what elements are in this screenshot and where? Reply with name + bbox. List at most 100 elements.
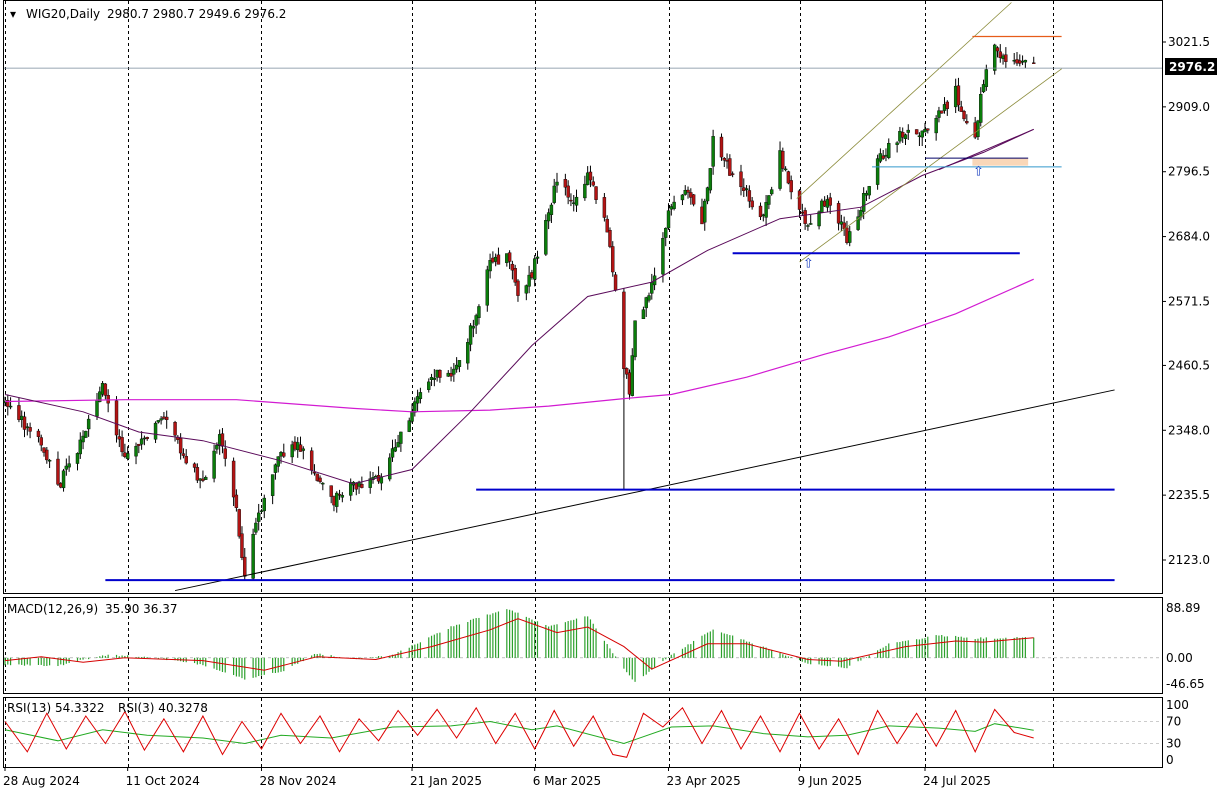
candle-body [153,422,158,440]
main-header-icon: ▾ [10,7,16,21]
candle-body [449,372,453,377]
main-panel-frame [3,0,1163,594]
macd-values: 35.90 36.37 [105,602,178,616]
candle-body [505,253,509,264]
candle-body [491,257,495,263]
candle-body [979,93,983,123]
candle-body [641,309,646,320]
candle-body [569,199,573,202]
main-y-tick-label: 2235.5 [1168,488,1210,502]
candle-body [739,171,743,188]
candle-body [953,85,958,108]
candle-body [781,150,785,169]
candle-body [435,369,439,378]
candle-body [719,136,724,158]
candle-body [864,193,869,196]
candle-body [237,509,241,537]
symbol-timeframe: WIG20,Daily [26,7,100,21]
candle-body [256,512,261,522]
candle-body [298,444,303,452]
candle-body [769,189,774,195]
candle-body [309,450,314,471]
macd-y-tick-label: -46.65 [1166,677,1205,691]
candle-body [666,210,671,229]
candle-body [159,418,163,421]
candle-body [100,383,105,395]
main-y-tick-label: 2123.0 [1168,553,1210,567]
macd-y-tick-label: 88.89 [1166,601,1200,615]
candle-body [627,372,632,395]
candle-body [942,104,947,111]
candle-body [778,150,782,189]
candle-body [962,111,966,120]
candle-body [875,158,880,185]
candle-body [173,422,177,436]
main-y-tick-label: 2460.5 [1168,358,1210,372]
candle-body [527,274,531,287]
candle-body [335,492,339,507]
candle-body [956,85,961,106]
candle-body [594,186,598,200]
candle-body [454,364,459,370]
candle-body [8,405,13,408]
x-tick-label: 28 Nov 2024 [259,774,336,788]
candle-body [234,494,239,508]
candle-body [535,256,540,259]
candle-body [934,118,938,134]
candle-body [572,202,576,204]
candle-body [25,426,30,428]
candle-body [744,188,749,191]
candle-body [783,168,788,171]
candle-body [920,130,924,138]
x-tick-label: 28 Aug 2024 [3,774,80,788]
candle-body [1001,55,1005,59]
main-y-tick-label: 3021.5 [1168,35,1210,49]
candle-body [477,306,481,318]
candle-body [471,326,476,329]
candle-body [457,360,462,367]
candle-body [348,482,353,496]
candle-body [220,433,225,447]
candle-body [201,478,205,481]
candle-body [251,533,255,579]
candle-body [630,355,634,396]
candle-body [81,435,85,443]
candle-body [321,482,325,485]
candle-body [611,246,615,273]
candle-body [583,183,587,199]
candle-body [59,483,63,488]
candle-body [290,444,294,458]
candle-body [806,225,810,227]
candle-body [900,131,905,138]
candle-body [803,210,807,224]
candle-body [764,202,768,218]
candle-body [78,439,82,455]
candle-body [301,448,306,451]
candle-body [976,120,980,138]
candle-body [67,463,71,468]
candle-body [98,391,102,402]
candle-body [262,497,266,512]
candle-body [940,110,944,114]
candle-body [360,484,364,488]
candle-body [120,437,124,453]
short-trend-line [938,128,1034,171]
candle-body [84,430,88,438]
candle-body [959,106,963,112]
candle-body [848,231,852,243]
candle-body [374,475,378,478]
candle-body [192,463,197,468]
candle-body [532,258,537,280]
candle-body [945,101,950,109]
candle-body [761,214,766,216]
x-tick-label: 21 Jan 2025 [410,774,482,788]
candle-body [61,470,66,489]
candle-body [485,269,490,306]
macd-plot [4,609,1162,682]
candle-body [332,496,336,506]
candle-body [6,400,10,407]
rsi-y-tick-label: 70 [1166,715,1181,729]
candle-body [217,434,222,446]
candle-body [544,220,548,255]
candle-body [797,190,802,210]
